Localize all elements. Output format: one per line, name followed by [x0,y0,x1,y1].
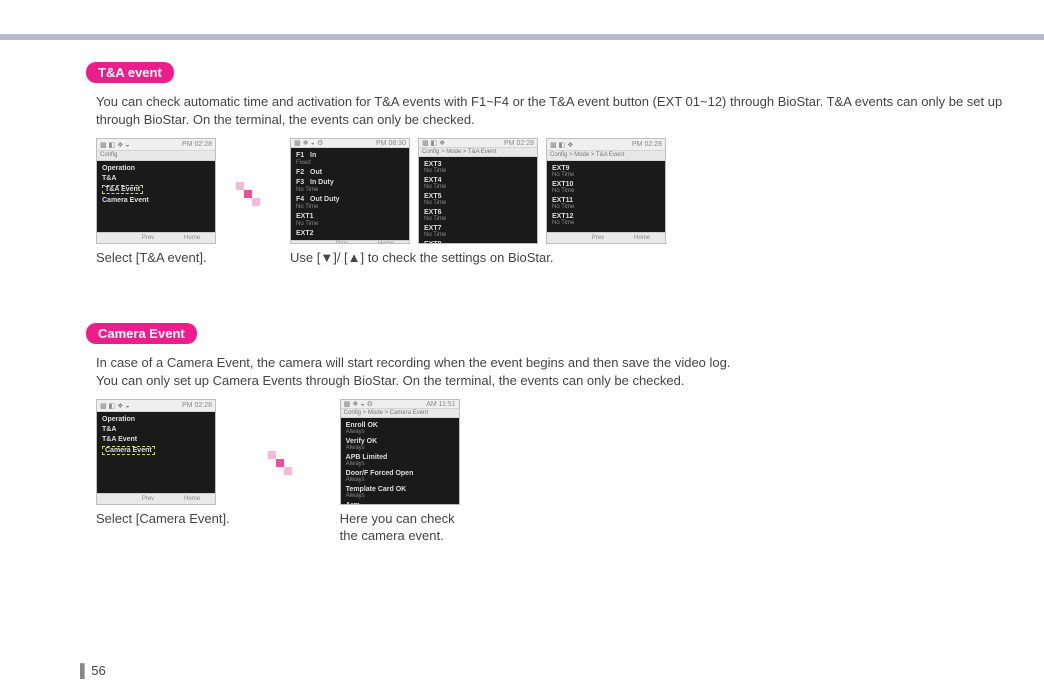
camera-description: In case of a Camera Event, the camera wi… [96,354,1004,389]
arrow-icon [236,180,270,208]
section-tna: T&A event You can check automatic time a… [86,62,1004,267]
camera-tag: Camera Event [86,323,197,344]
camera-caption-right: Here you can check the camera event. [340,511,460,545]
page-content: T&A event You can check automatic time a… [86,62,1004,545]
header-stripe [0,34,1044,40]
tna-extb-screenshot: ▩ ◧ ❖PM 02:28 Config > Mode > T&A Event … [546,138,666,244]
tna-right-group: ▩ ❖ ◒ ⚙PM 08:30 F1 In Fixed F2 Out F3 In… [290,138,666,267]
tna-description: You can check automatic time and activat… [96,93,1004,128]
camera-events-screenshot: ▩ ❖ ◒ ⚙AM 11:51 Config > Mode > Camera E… [340,399,460,505]
tna-fkeys-screenshot: ▩ ❖ ◒ ⚙PM 08:30 F1 In Fixed F2 Out F3 In… [290,138,410,244]
camera-menu-screenshot: ▩ ◧ ❖ ◒PM 02:28 Operation T&A T&A Event … [96,399,216,505]
menu-item: Operation [97,163,215,173]
camera-row: ▩ ◧ ❖ ◒PM 02:28 Operation T&A T&A Event … [96,399,1004,545]
tna-caption-left: Select [T&A event]. [96,250,216,267]
menu-item-highlight: Camera Event [97,444,215,456]
tna-tag: T&A event [86,62,174,83]
tna-exta-screenshot: ▩ ◧ ❖PM 02:28 Config > Mode > T&A Event … [418,138,538,244]
arrow-icon [268,449,302,477]
camera-left-group: ▩ ◧ ❖ ◒PM 02:28 Operation T&A T&A Event … [96,399,230,528]
section-camera: Camera Event In case of a Camera Event, … [86,323,1004,545]
menu-item: T&A [97,173,215,183]
camera-right-group: ▩ ❖ ◒ ⚙AM 11:51 Config > Mode > Camera E… [340,399,460,545]
tna-menu-screenshot: ▩ ◧ ❖ ◒PM 02:28 Config Operation T&A T&A… [96,138,216,244]
page-number: ▌56 [80,663,106,678]
tna-caption-right: Use [▼]/ [▲] to check the settings on Bi… [290,250,666,267]
tna-row: ▩ ◧ ❖ ◒PM 02:28 Config Operation T&A T&A… [96,138,1004,267]
menu-item-highlight: T&A Event [97,183,215,195]
menu-item: Camera Event [97,195,215,205]
camera-caption-left: Select [Camera Event]. [96,511,230,528]
tna-left-group: ▩ ◧ ❖ ◒PM 02:28 Config Operation T&A T&A… [96,138,216,267]
